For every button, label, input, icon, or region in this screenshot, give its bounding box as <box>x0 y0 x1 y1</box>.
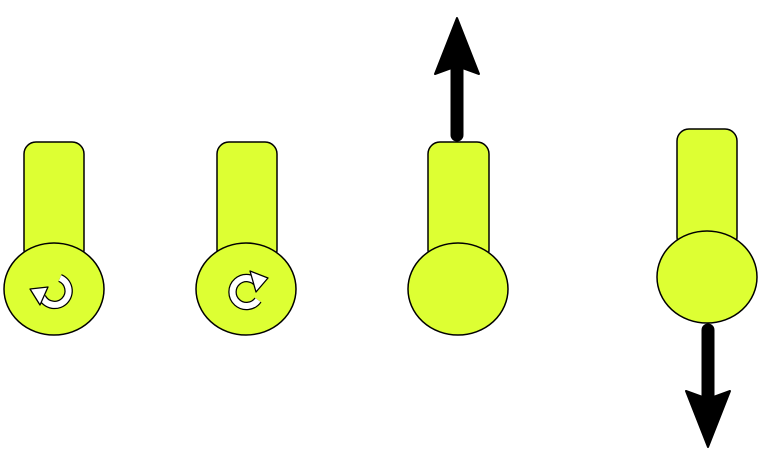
move-up-handle[interactable] <box>407 17 509 336</box>
handle-knob <box>407 242 509 336</box>
handle-knob <box>195 242 297 336</box>
arrow-up-icon <box>434 17 480 142</box>
handle-knob <box>3 242 105 336</box>
rotate-cw-icon <box>228 270 269 311</box>
move-down-handle[interactable] <box>656 128 758 448</box>
rotate-counterclockwise-handle[interactable] <box>3 141 105 336</box>
arrow-down-icon <box>685 323 731 448</box>
rotate-clockwise-handle[interactable] <box>195 141 297 336</box>
rotate-ccw-icon <box>29 274 73 310</box>
handle-knob <box>656 230 758 324</box>
